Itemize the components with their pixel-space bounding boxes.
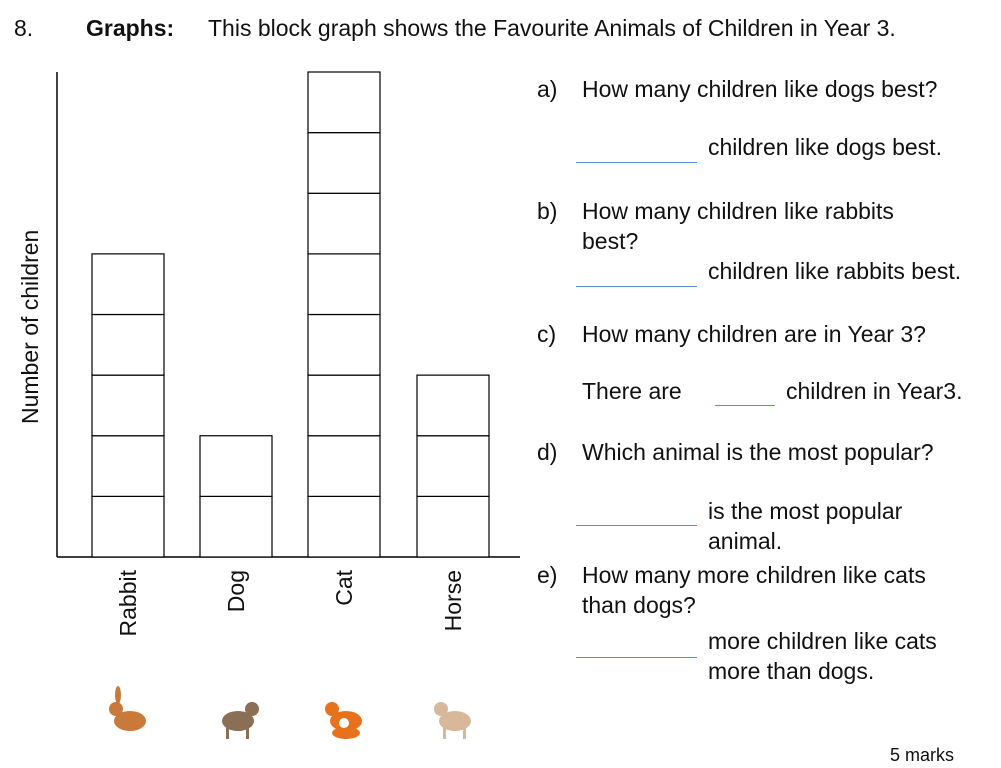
block-dog bbox=[199, 435, 273, 497]
rabbit-icon bbox=[100, 685, 156, 747]
question-a-letter: a) bbox=[537, 76, 558, 102]
answer-line-d[interactable] bbox=[576, 525, 697, 526]
cat-icon bbox=[316, 685, 372, 747]
block-cat bbox=[307, 132, 381, 194]
block-rabbit bbox=[91, 435, 165, 497]
question-e-text-2: than dogs? bbox=[582, 592, 696, 618]
block-horse bbox=[416, 374, 490, 437]
answer-c-text: children in Year3. bbox=[786, 378, 963, 404]
block-cat bbox=[307, 435, 381, 497]
x-tick-label-horse: Horse bbox=[440, 570, 466, 632]
x-tick-label-cat: Cat bbox=[331, 570, 357, 606]
block-cat bbox=[307, 374, 381, 437]
question-d-letter: d) bbox=[537, 439, 558, 465]
block-dog bbox=[199, 495, 273, 558]
block-cat bbox=[307, 313, 381, 376]
answer-a-text: children like dogs best. bbox=[708, 134, 942, 160]
question-c-text: How many children are in Year 3? bbox=[582, 321, 926, 347]
x-tick-label-dog: Dog bbox=[223, 570, 249, 613]
horse-icon bbox=[425, 685, 481, 747]
answer-line-b[interactable] bbox=[576, 286, 697, 287]
block-rabbit bbox=[91, 313, 165, 376]
answer-e-text-1: more children like cats bbox=[708, 628, 937, 654]
question-d-text: Which animal is the most popular? bbox=[582, 439, 934, 465]
question-c-letter: c) bbox=[537, 321, 557, 347]
question-e-letter: e) bbox=[537, 562, 558, 588]
block-rabbit bbox=[91, 374, 165, 437]
block-rabbit bbox=[91, 253, 165, 316]
question-a-text: How many children like dogs best? bbox=[582, 76, 938, 102]
block-cat bbox=[307, 495, 381, 558]
question-b-text-2: best? bbox=[582, 228, 639, 254]
answer-line-a[interactable] bbox=[576, 162, 697, 163]
header-text: This block graph shows the Favourite Ani… bbox=[208, 15, 896, 41]
question-b-text-1: How many children like rabbits bbox=[582, 198, 894, 224]
marks-label: 5 marks bbox=[890, 745, 955, 765]
block-cat bbox=[307, 71, 381, 134]
answer-c-prefix: There are bbox=[582, 378, 682, 404]
answer-line-c[interactable] bbox=[715, 405, 775, 406]
answer-d-text-2: animal. bbox=[708, 528, 783, 554]
answer-line-e[interactable] bbox=[576, 657, 697, 658]
block-cat bbox=[307, 192, 381, 255]
question-e-text-1: How many more children like cats bbox=[582, 562, 926, 588]
block-horse bbox=[416, 435, 490, 497]
block-rabbit bbox=[91, 495, 165, 558]
answer-d-text-1: is the most popular bbox=[708, 498, 903, 524]
answer-b-text: children like rabbits best. bbox=[708, 258, 962, 284]
block-horse bbox=[416, 495, 490, 558]
question-number: 8. bbox=[14, 15, 34, 41]
section-label: Graphs: bbox=[86, 15, 175, 41]
question-b-letter: b) bbox=[537, 198, 558, 224]
block-graph bbox=[56, 71, 520, 558]
dog-icon bbox=[208, 685, 264, 747]
y-axis-label: Number of children bbox=[17, 229, 43, 424]
answer-e-text-2: more than dogs. bbox=[708, 658, 875, 684]
block-cat bbox=[307, 253, 381, 316]
x-tick-label-rabbit: Rabbit bbox=[115, 570, 141, 637]
